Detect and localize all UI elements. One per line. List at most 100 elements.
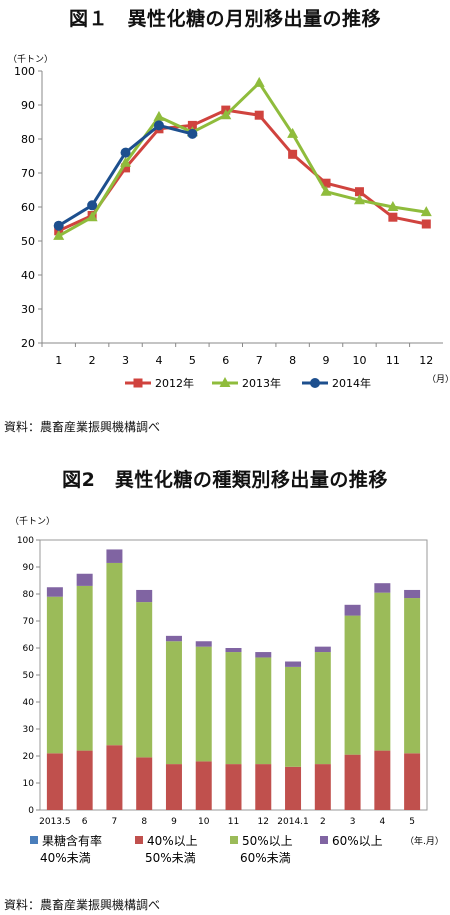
data-point (187, 120, 197, 130)
x-tick-label: 6 (222, 354, 229, 367)
bar-segment-2 (255, 657, 272, 765)
x-axis-unit-label: （月） (427, 374, 450, 385)
y-tick-label: 60 (21, 201, 35, 214)
data-point (388, 212, 398, 222)
legend-label: 40%以上 (147, 834, 198, 848)
bar-segment-1 (374, 750, 391, 810)
bar-segment-2 (314, 652, 331, 765)
legend-label: 60%未満 (240, 851, 291, 865)
bar-segment-1 (225, 764, 242, 810)
x-tick-label: 4 (155, 354, 162, 367)
data-point (120, 156, 132, 167)
bar-segment-1 (106, 745, 123, 810)
x-tick-label: 5 (189, 354, 196, 367)
legend-swatch (30, 836, 38, 844)
data-point (254, 110, 264, 120)
bar-segment-2 (344, 615, 361, 755)
x-tick-label: 2 (320, 817, 326, 827)
x-tick-label: 9 (171, 817, 177, 827)
bar-segment-3 (165, 635, 182, 642)
bar-segment-3 (314, 646, 331, 653)
bar-segment-2 (285, 666, 302, 767)
data-point (320, 185, 332, 196)
x-tick-label: 9 (323, 354, 330, 367)
legend-label: 2014年 (332, 376, 371, 390)
data-point (53, 220, 64, 231)
data-point (187, 128, 198, 139)
series-line-0 (58, 108, 427, 233)
bar-segment-2 (106, 562, 123, 746)
bar-segment-1 (195, 761, 212, 810)
data-point (53, 229, 65, 240)
y-tick-label: 40 (23, 698, 35, 708)
y-tick-label: 60 (23, 644, 35, 654)
bar-segment-1 (76, 750, 93, 810)
bar-segment-2 (46, 596, 63, 754)
y-tick-label: 100 (17, 536, 34, 546)
figure2-title: 図2 異性化糖の種類別移出量の推移 (62, 469, 388, 491)
bar-segment-2 (136, 602, 153, 758)
bar-segment-3 (344, 604, 361, 616)
bar-segment-1 (46, 753, 63, 810)
bar-segment-3 (136, 589, 153, 603)
data-point (86, 211, 98, 222)
legend-label: 2013年 (242, 376, 281, 390)
y-tick-label: 70 (23, 617, 35, 627)
x-tick-label: 11 (386, 354, 400, 367)
data-point (288, 149, 298, 159)
x-tick-label: 8 (289, 354, 296, 367)
bar-segment-2 (165, 641, 182, 765)
data-point (120, 147, 131, 158)
bar-segment-3 (106, 549, 123, 563)
legend-label: 40%未満 (40, 851, 91, 865)
bar-segment-1 (344, 754, 361, 810)
x-tick-label: 3 (122, 354, 129, 367)
data-point (353, 194, 365, 205)
y-tick-label: 70 (21, 167, 35, 180)
y-tick-label: 50 (21, 235, 35, 248)
data-point (421, 219, 431, 229)
stacked-bar-chart: （千トン） 0 10 20 30 40 50 60 70 80 90 100 2013.5 6 7 8 9 10 1… (10, 516, 444, 865)
data-point (354, 187, 364, 197)
legend-label: 50%以上 (242, 834, 293, 848)
data-point (153, 110, 165, 121)
x-tick-label: 4 (379, 817, 385, 827)
bar-segment-3 (404, 589, 421, 599)
x-tick-label: 2 (89, 354, 96, 367)
bar-segment-1 (255, 764, 272, 810)
bar-segment-3 (46, 587, 63, 597)
x-tick-label: 6 (82, 817, 88, 827)
y-axis-unit-label: （千トン） (10, 516, 55, 527)
y-tick-label: 90 (21, 99, 35, 112)
data-point (153, 120, 164, 131)
bar-segment-2 (195, 646, 212, 762)
y-tick-label: 50 (23, 671, 35, 681)
bar-segment-3 (255, 652, 272, 658)
y-tick-label: 0 (28, 806, 34, 816)
x-tick-label: 11 (228, 817, 239, 827)
y-tick-label: 30 (21, 303, 35, 316)
legend-label: 60%以上 (332, 834, 383, 848)
x-tick-label: 10 (198, 817, 210, 827)
legend-label: 2012年 (155, 376, 194, 390)
legend-swatch (230, 836, 238, 844)
x-tick-label: 5 (409, 817, 415, 827)
y-tick-label: 20 (23, 752, 35, 762)
x-tick-label: 12 (419, 354, 433, 367)
figure1-source: 資料：農畜産業振興機構調べ (4, 420, 161, 434)
bar-segment-3 (195, 641, 212, 647)
legend-label: 50%未満 (145, 851, 196, 865)
legend-label: 果糖含有率 (42, 833, 102, 848)
bar-segment-1 (165, 764, 182, 810)
legend-marker (133, 378, 143, 388)
bar-segment-2 (374, 592, 391, 751)
x-tick-label: 10 (352, 354, 366, 367)
data-point (253, 76, 265, 87)
series-line-1 (57, 81, 427, 238)
bar-segment-3 (285, 661, 302, 667)
y-tick-label: 30 (23, 725, 35, 735)
series-line-2 (57, 123, 193, 227)
x-axis-unit-label: （年.月） (405, 835, 444, 847)
x-tick-label: 2013.5 (39, 817, 71, 827)
